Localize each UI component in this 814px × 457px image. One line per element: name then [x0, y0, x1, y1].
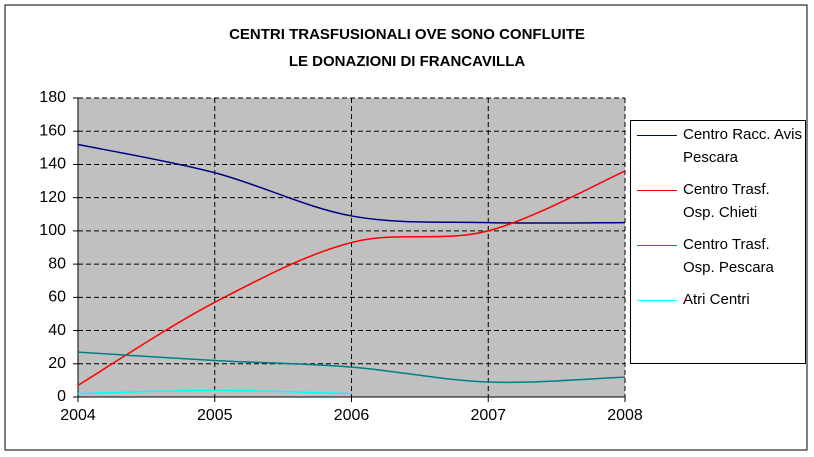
series-line — [77, 351, 626, 384]
legend-swatch — [637, 135, 677, 136]
y-tick-label: 120 — [39, 189, 66, 206]
legend-entry: Centro Trasf. Osp. Pescara — [631, 233, 807, 283]
y-tick-label: 100 — [39, 222, 66, 239]
legend-label: Atri Centri — [683, 291, 750, 308]
chart-title: LE DONAZIONI DI FRANCAVILLA — [289, 53, 526, 70]
y-tick-label: 60 — [48, 289, 66, 306]
x-tick-label: 2005 — [197, 407, 233, 424]
y-tick-label: 20 — [48, 355, 66, 372]
chart-title: CENTRI TRASFUSIONALI OVE SONO CONFLUITE — [229, 26, 585, 43]
x-tick-label: 2006 — [334, 407, 370, 424]
legend-entry: Atri Centri — [631, 288, 807, 338]
y-tick-label: 180 — [39, 89, 66, 106]
legend-label: Centro Trasf. Osp. Chieti — [683, 181, 770, 221]
y-tick-label: 40 — [48, 322, 66, 339]
x-tick-label: 2004 — [60, 407, 96, 424]
series-line — [77, 389, 352, 395]
y-tick-label: 80 — [48, 255, 66, 272]
legend-swatch — [637, 300, 677, 301]
legend-label: Centro Trasf. Osp. Pescara — [683, 236, 774, 276]
y-tick-label: 140 — [39, 156, 66, 173]
y-tick-label: 0 — [57, 388, 66, 405]
y-tick-label: 160 — [39, 122, 66, 139]
legend-entry: Centro Trasf. Osp. Chieti — [631, 178, 807, 228]
x-tick-label: 2008 — [607, 407, 643, 424]
x-tick-label: 2007 — [470, 407, 506, 424]
legend-swatch — [637, 245, 677, 246]
legend-entry: Centro Racc. Avis Pescara — [631, 123, 807, 173]
legend-swatch — [637, 190, 677, 191]
series-line — [77, 170, 626, 387]
legend-label: Centro Racc. Avis Pescara — [683, 126, 802, 166]
series-line — [77, 143, 626, 224]
legend: Centro Racc. Avis Pescara Centro Trasf. O… — [630, 120, 806, 364]
